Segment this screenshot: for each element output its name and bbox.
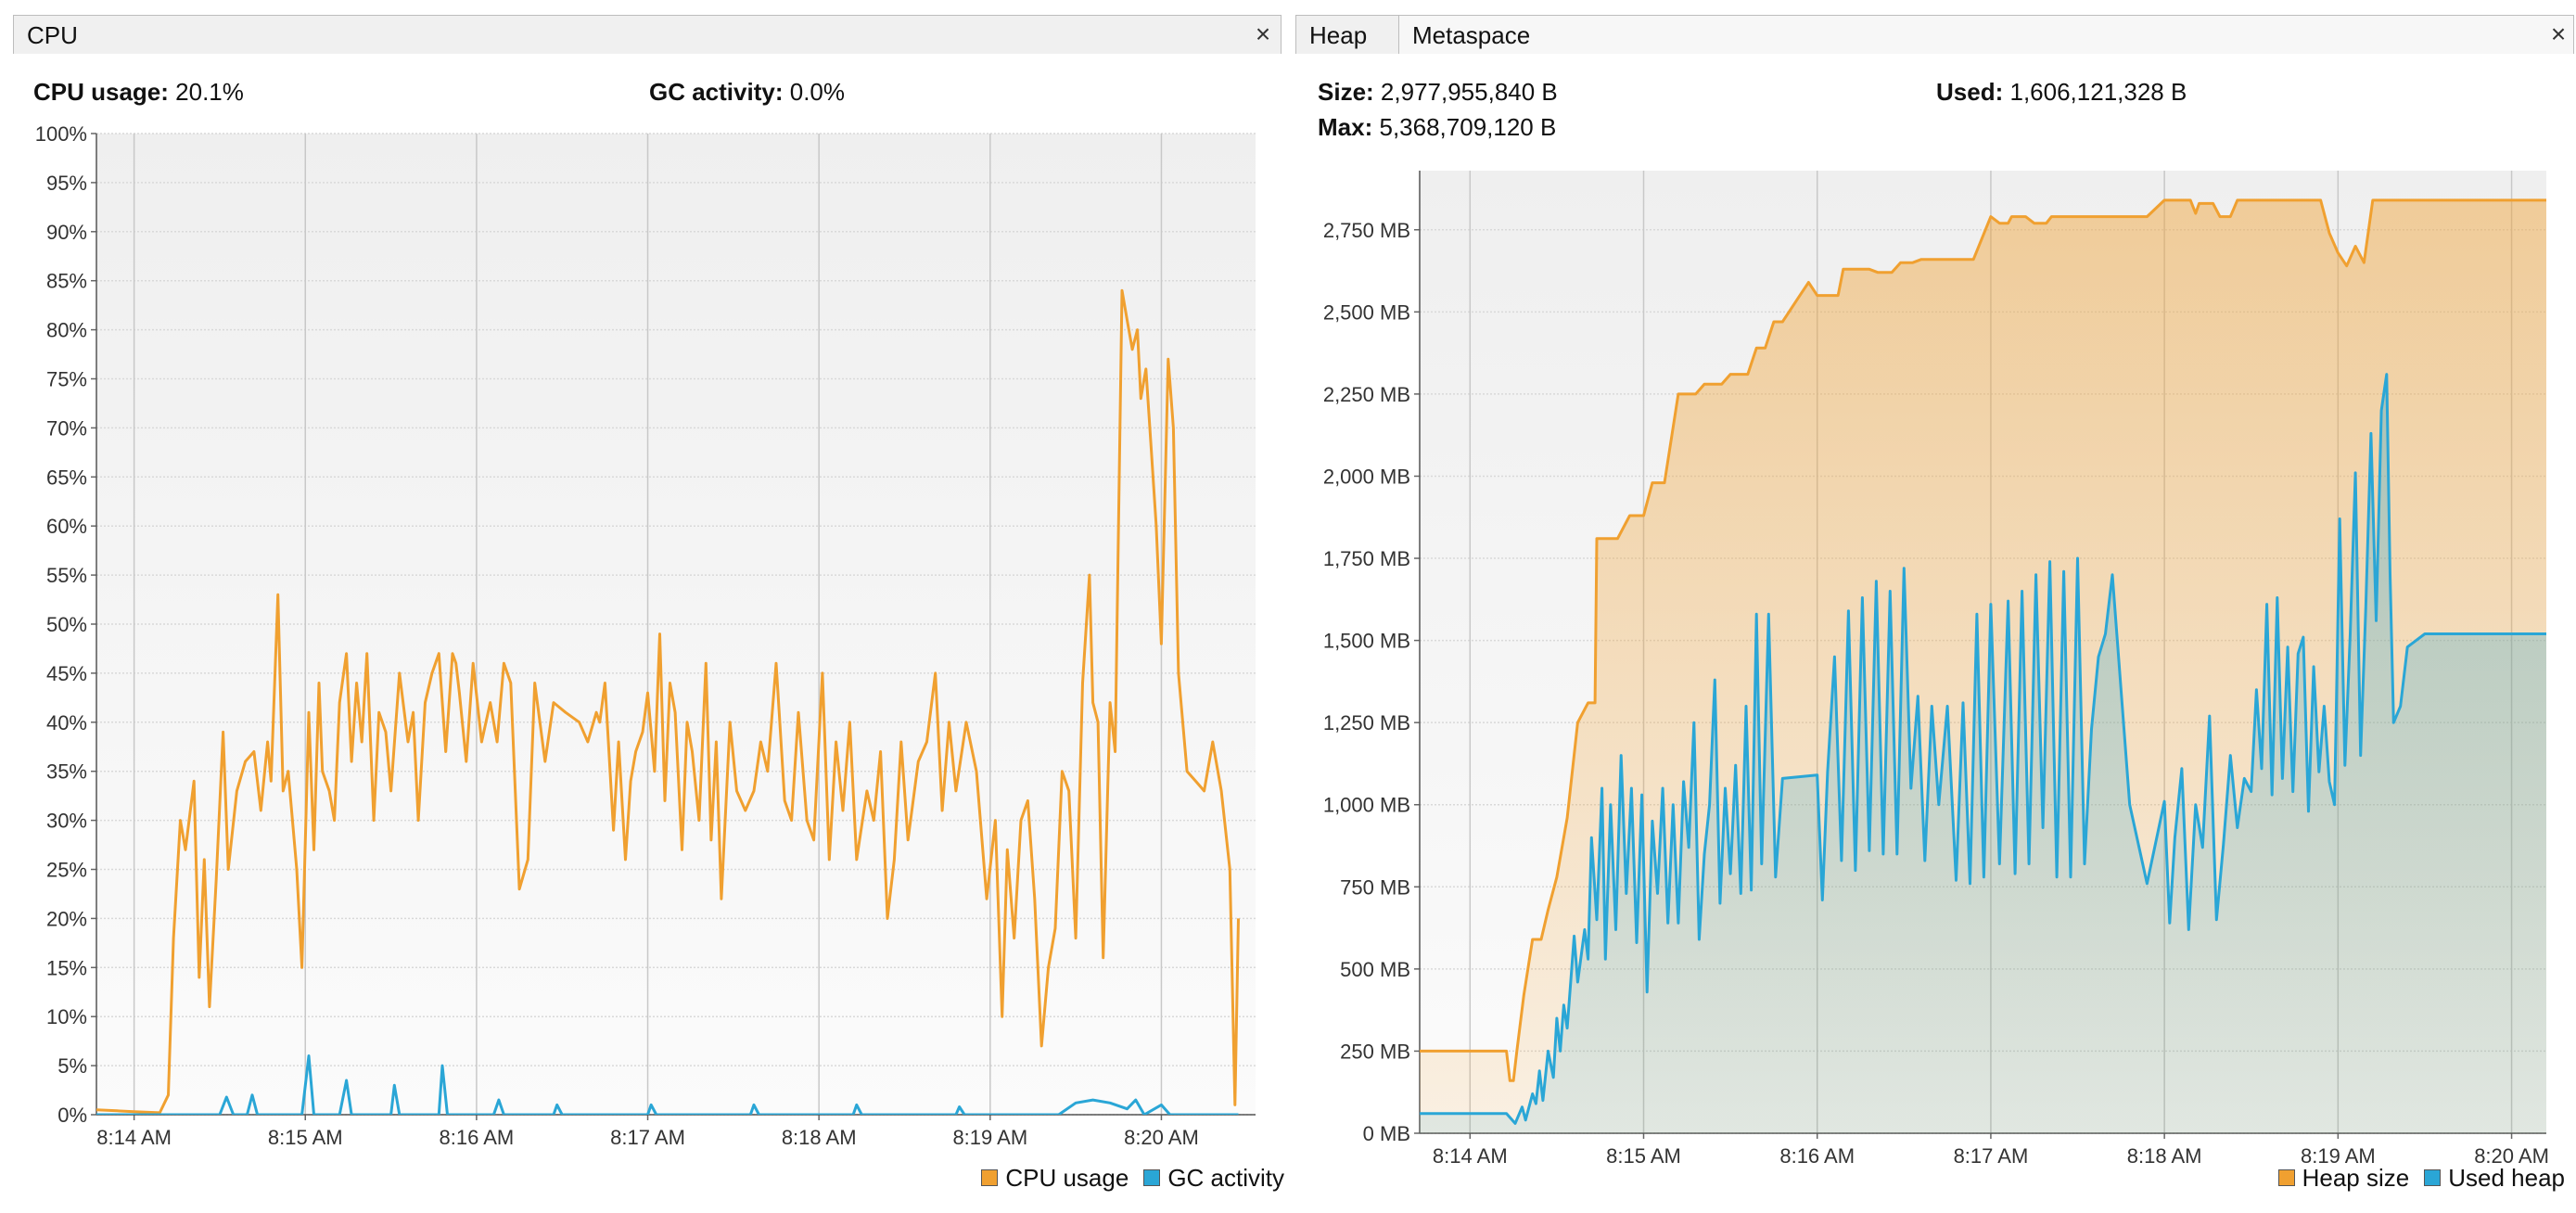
y-tick-label: 1,750 MB [1323, 547, 1410, 570]
heap-used-value: 1,606,121,328 B [2009, 78, 2187, 106]
heap-max-stat: Max: 5,368,709,120 B [1318, 109, 1556, 145]
y-tick-label: 100% [35, 122, 87, 146]
used-heap-line [1420, 373, 2546, 1125]
x-tick-label: 8:17 AM [610, 1126, 685, 1149]
x-tick-label: 8:17 AM [1954, 1144, 2029, 1168]
cpu-usage-label: CPU usage: [33, 78, 169, 106]
x-tick-label: 8:16 AM [440, 1126, 515, 1149]
heap-tabbar: Heap Metaspace × [1292, 11, 2576, 56]
y-tick-label: 500 MB [1340, 958, 1410, 981]
x-tick-label: 8:14 AM [96, 1126, 172, 1149]
x-tick-label: 8:15 AM [1606, 1144, 1681, 1168]
legend-label: Used heap [2448, 1164, 2565, 1192]
heap-max-label: Max: [1318, 113, 1373, 141]
used-heap-area [1420, 374, 2546, 1133]
x-tick-label: 8:15 AM [268, 1126, 343, 1149]
heap-size-line [1420, 198, 2546, 1082]
gc-activity-line [96, 1054, 1239, 1115]
y-tick-label: 1,250 MB [1323, 711, 1410, 734]
heap-used-stat: Used: 1,606,121,328 B [1936, 74, 2187, 109]
y-tick-label: 50% [46, 613, 87, 636]
legend-label: GC activity [1167, 1164, 1284, 1192]
y-tick-label: 250 MB [1340, 1040, 1410, 1063]
y-tick-label: 55% [46, 564, 87, 587]
heap-max-value: 5,368,709,120 B [1379, 113, 1557, 141]
tab-metaspace-label: Metaspace [1412, 21, 1531, 49]
heap-size-stat: Size: 2,977,955,840 B [1318, 74, 1558, 109]
y-tick-label: 75% [46, 368, 87, 391]
y-tick-label: 60% [46, 515, 87, 538]
y-tick-label: 1,500 MB [1323, 630, 1410, 653]
tab-metaspace[interactable]: Metaspace [1398, 15, 2574, 54]
y-tick-label: 70% [46, 416, 87, 440]
y-tick-label: 40% [46, 711, 87, 734]
y-tick-label: 25% [46, 859, 87, 882]
cpu-usage-value: 20.1% [175, 78, 244, 106]
cpu-usage-stat: CPU usage: 20.1% [33, 74, 244, 109]
y-tick-label: 2,750 MB [1323, 219, 1410, 242]
x-tick-label: 8:14 AM [1433, 1144, 1508, 1168]
x-tick-label: 8:18 AM [782, 1126, 857, 1149]
y-tick-label: 1,000 MB [1323, 794, 1410, 817]
cpu-panel: CPU × CPU usage: 20.1% GC activity: 0.0%… [0, 11, 1284, 1213]
heap-close-icon[interactable]: × [2550, 19, 2567, 48]
gc-activity-stat: GC activity: 0.0% [649, 74, 845, 109]
y-tick-label: 95% [46, 172, 87, 195]
x-tick-label: 8:19 AM [2301, 1144, 2376, 1168]
y-tick-label: 35% [46, 760, 87, 784]
y-tick-label: 10% [46, 1005, 87, 1028]
y-tick-label: 2,250 MB [1323, 383, 1410, 406]
legend-swatch [1143, 1169, 1161, 1186]
x-tick-label: 8:16 AM [1779, 1144, 1855, 1168]
y-tick-label: 750 MB [1340, 875, 1410, 899]
legend-label: Heap size [2302, 1164, 2410, 1192]
x-tick-label: 8:18 AM [2127, 1144, 2202, 1168]
y-tick-label: 45% [46, 662, 87, 685]
x-tick-label: 8:19 AM [952, 1126, 1027, 1149]
cpu-usage-line [96, 288, 1240, 1115]
y-tick-label: 65% [46, 466, 87, 489]
tab-cpu[interactable]: CPU [13, 15, 1282, 54]
x-tick-label: 8:20 AM [1124, 1126, 1199, 1149]
cpu-close-icon[interactable]: × [1255, 19, 1271, 48]
y-tick-label: 2,000 MB [1323, 465, 1410, 488]
heap-used-label: Used: [1936, 78, 2004, 106]
legend-swatch [2277, 1169, 2295, 1186]
gc-activity-label: GC activity: [649, 78, 784, 106]
y-tick-label: 30% [46, 810, 87, 833]
y-tick-label: 0% [57, 1104, 87, 1127]
y-tick-label: 2,500 MB [1323, 300, 1410, 324]
tab-heap-label: Heap [1309, 21, 1368, 49]
heap-legend: Heap size Used heap [2264, 1161, 2565, 1194]
legend-label: CPU usage [1005, 1164, 1129, 1192]
y-tick-label: 85% [46, 270, 87, 293]
heap-panel: Heap Metaspace × Size: 2,977,955,840 B U… [1292, 11, 2576, 1213]
heap-chart: 0 MB 250 MB 500 MB 750 MB 1,000 MB 1,250 MB 1,… [1323, 171, 2549, 1168]
cpu-tabbar: CPU × [0, 11, 1284, 56]
tab-cpu-label: CPU [27, 21, 78, 49]
heap-size-value: 2,977,955,840 B [1380, 78, 1558, 106]
y-tick-label: 15% [46, 956, 87, 979]
y-tick-label: 90% [46, 221, 87, 244]
cpu-legend: CPU usage GC activity [966, 1161, 1284, 1194]
gc-activity-value: 0.0% [789, 78, 845, 106]
heap-size-label: Size: [1318, 78, 1374, 106]
legend-swatch [2424, 1169, 2442, 1186]
y-tick-label: 0 MB [1363, 1122, 1410, 1145]
x-tick-label: 8:20 AM [2474, 1144, 2549, 1168]
y-tick-label: 80% [46, 319, 87, 342]
y-tick-label: 5% [57, 1054, 87, 1078]
legend-swatch [981, 1169, 999, 1186]
y-tick-label: 20% [46, 907, 87, 930]
cpu-chart: 0% 5% 10% 15% 20% 25% 30% 35% 40% 45% 50% 55% 60% 65%… [35, 122, 1256, 1149]
tab-heap[interactable]: Heap [1295, 15, 1399, 54]
